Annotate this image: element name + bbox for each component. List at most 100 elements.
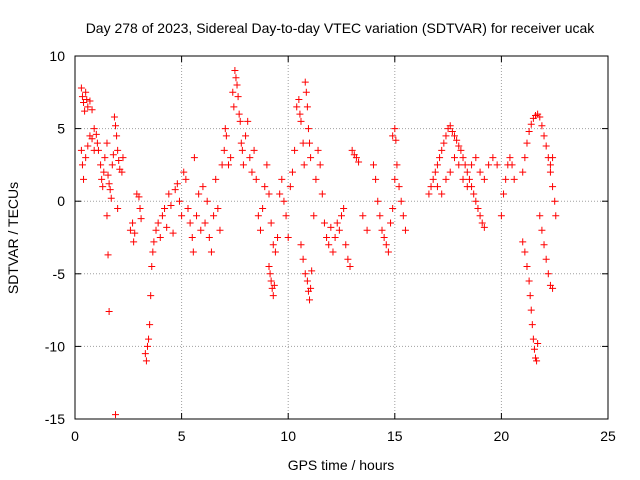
data-point bbox=[552, 212, 560, 220]
data-point bbox=[230, 103, 238, 111]
data-point bbox=[295, 96, 303, 104]
data-point bbox=[540, 241, 548, 249]
data-point bbox=[342, 241, 350, 249]
data-point bbox=[145, 335, 153, 343]
data-point bbox=[82, 154, 90, 162]
data-point bbox=[103, 139, 111, 147]
data-point bbox=[391, 175, 399, 183]
data-point bbox=[348, 146, 356, 154]
data-point bbox=[387, 219, 395, 227]
data-point bbox=[463, 168, 471, 176]
data-point bbox=[397, 197, 405, 205]
data-point bbox=[480, 223, 488, 231]
data-point bbox=[236, 117, 244, 125]
data-point bbox=[81, 107, 89, 115]
data-point bbox=[107, 194, 115, 202]
data-point bbox=[210, 212, 218, 220]
data-point bbox=[112, 122, 120, 130]
data-point bbox=[267, 219, 275, 227]
data-point bbox=[536, 212, 544, 220]
data-point bbox=[307, 154, 315, 162]
data-point bbox=[525, 128, 533, 136]
data-point bbox=[276, 190, 284, 198]
data-point bbox=[457, 146, 465, 154]
y-tick-label: -5 bbox=[53, 266, 66, 282]
data-point bbox=[165, 190, 173, 198]
x-tick-label: 25 bbox=[600, 428, 616, 444]
data-point bbox=[274, 234, 282, 241]
data-point bbox=[551, 197, 559, 205]
data-points bbox=[77, 67, 560, 419]
data-point bbox=[193, 212, 201, 220]
data-point bbox=[391, 125, 399, 133]
data-point bbox=[304, 125, 312, 133]
y-tick-label: 0 bbox=[57, 193, 65, 209]
data-point bbox=[149, 248, 157, 256]
data-point bbox=[395, 183, 403, 191]
data-point bbox=[335, 226, 343, 234]
data-point bbox=[232, 74, 240, 82]
x-tick-label: 15 bbox=[387, 428, 403, 444]
data-point bbox=[538, 226, 546, 234]
data-point bbox=[497, 212, 505, 220]
data-point bbox=[229, 88, 237, 96]
data-point bbox=[78, 161, 86, 169]
data-point bbox=[355, 158, 363, 166]
data-point bbox=[103, 212, 111, 220]
data-point bbox=[401, 226, 409, 234]
data-point bbox=[299, 255, 307, 263]
y-tick-label: 5 bbox=[57, 121, 65, 137]
data-point bbox=[84, 103, 92, 111]
data-point bbox=[161, 204, 169, 212]
data-point bbox=[239, 161, 247, 169]
data-point bbox=[291, 146, 299, 154]
data-point bbox=[118, 168, 126, 176]
data-point bbox=[521, 248, 529, 256]
data-point bbox=[438, 146, 446, 154]
data-point bbox=[389, 132, 397, 140]
data-point bbox=[527, 120, 535, 128]
data-point bbox=[344, 255, 352, 263]
data-point bbox=[438, 190, 446, 198]
y-tick-label: -15 bbox=[45, 411, 65, 427]
data-point bbox=[478, 219, 486, 227]
data-point bbox=[105, 308, 113, 316]
data-point bbox=[442, 132, 450, 140]
data-point bbox=[459, 175, 467, 183]
data-point bbox=[82, 88, 90, 96]
data-point bbox=[286, 183, 294, 191]
data-point bbox=[147, 292, 155, 300]
data-point bbox=[427, 183, 435, 191]
data-point bbox=[108, 161, 116, 169]
data-point bbox=[448, 128, 456, 136]
data-point bbox=[246, 154, 254, 162]
data-point bbox=[307, 284, 315, 292]
data-point bbox=[329, 248, 337, 256]
data-point bbox=[472, 197, 480, 205]
data-point bbox=[440, 139, 448, 147]
data-point bbox=[376, 212, 384, 220]
data-point bbox=[372, 175, 380, 183]
data-point bbox=[113, 132, 121, 140]
data-point bbox=[238, 146, 246, 154]
data-point bbox=[197, 226, 205, 234]
data-point bbox=[476, 168, 484, 176]
data-point bbox=[154, 219, 162, 227]
data-point bbox=[158, 212, 166, 220]
data-point bbox=[199, 183, 207, 191]
data-point bbox=[115, 157, 123, 165]
data-point bbox=[188, 234, 196, 241]
data-point bbox=[221, 125, 229, 133]
data-point bbox=[519, 168, 527, 176]
data-point bbox=[267, 277, 275, 285]
data-point bbox=[450, 132, 458, 140]
data-point bbox=[528, 321, 536, 329]
data-point bbox=[340, 204, 348, 212]
data-point bbox=[167, 202, 175, 210]
data-point bbox=[374, 197, 382, 205]
data-point bbox=[142, 357, 150, 365]
data-point bbox=[380, 234, 388, 241]
data-point bbox=[265, 190, 273, 198]
data-point bbox=[297, 241, 305, 249]
data-point bbox=[325, 241, 333, 249]
